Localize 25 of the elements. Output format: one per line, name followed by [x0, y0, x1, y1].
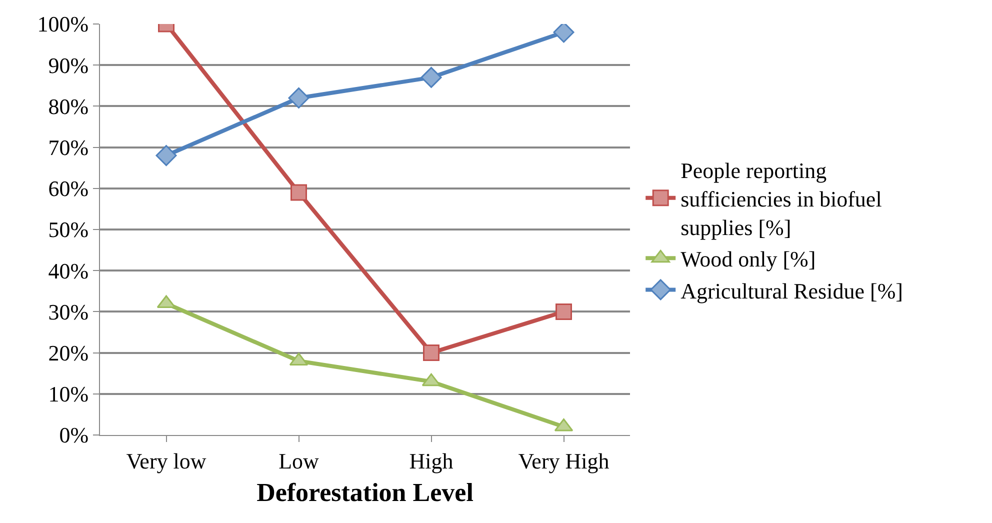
y-tick-label: 0% — [59, 422, 89, 448]
x-tick-label: Low — [278, 448, 320, 474]
y-tick-label: 10% — [48, 382, 89, 407]
legend-label: People reporting sufficiencies in biofuel supplies [%] — [680, 158, 882, 240]
y-tick-label: 80% — [48, 94, 89, 119]
y-tick-label: 90% — [48, 52, 89, 78]
x-axis-title: Deforestation Level — [256, 478, 474, 508]
point — [420, 66, 442, 88]
point — [556, 303, 572, 320]
y-tick-label: 60% — [48, 176, 89, 202]
y-tick-label: 40% — [48, 258, 89, 284]
y-tick-label: 20% — [48, 340, 89, 366]
y-tick-label: 30% — [48, 299, 89, 324]
y-tick-label: 70% — [48, 135, 89, 160]
y-tick-label: 50% — [48, 217, 89, 242]
x-tick-label: Very low — [126, 448, 206, 474]
point — [288, 87, 310, 108]
point — [290, 184, 307, 201]
legend-label: Agricultural Residue [%] — [680, 278, 903, 304]
x-tick-label: Very High — [518, 448, 610, 474]
point — [156, 145, 177, 166]
y-tick-label: 100% — [37, 12, 89, 37]
x-tick-label: High — [409, 448, 454, 474]
point — [553, 24, 574, 43]
legend-label: Wood only [%] — [680, 246, 816, 272]
